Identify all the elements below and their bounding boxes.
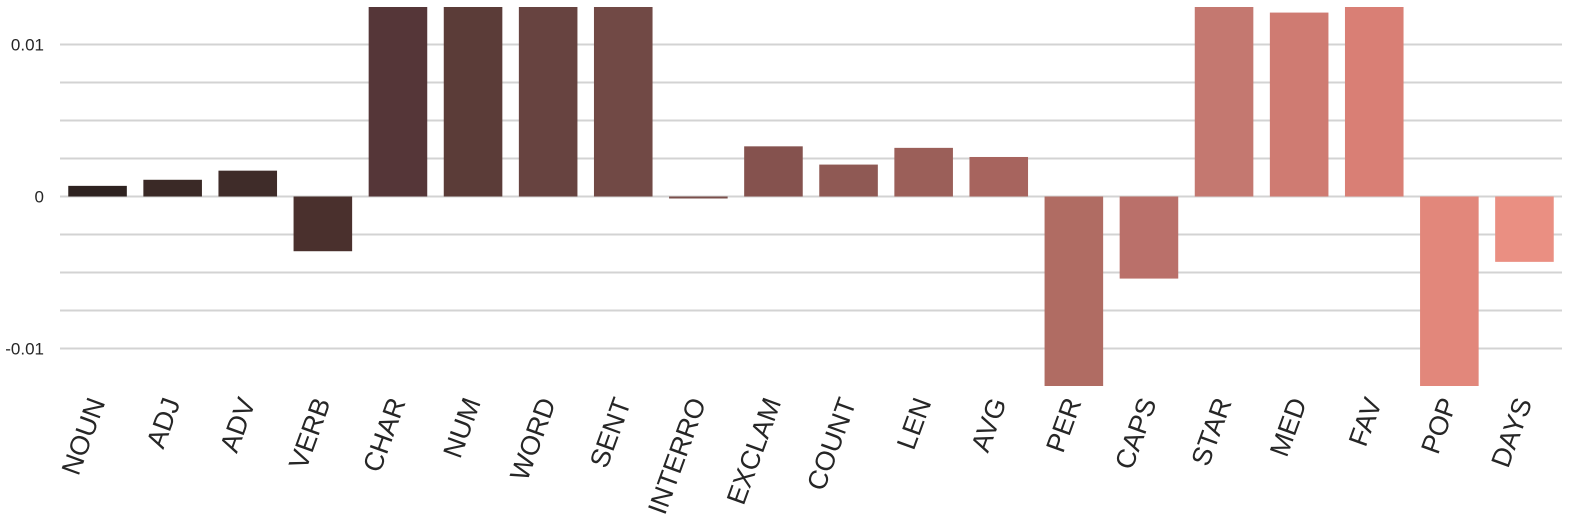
bar-exclam [744, 146, 803, 197]
x-tick-label: CHAR [357, 394, 411, 476]
bar-pop [1420, 196, 1479, 386]
x-tick-label: ADJ [141, 394, 187, 452]
x-tick-label: AVG [965, 394, 1012, 456]
x-tick-label: COUNT [801, 394, 862, 494]
x-tick-label: POP [1415, 394, 1463, 458]
x-axis-labels: NOUN ADJ ADV VERB CHAR NUM WORD SENT INTERRO EXCL… [56, 394, 1538, 518]
gridlines [60, 43, 1562, 350]
x-tick-label: MED [1264, 394, 1313, 461]
bar-avg [969, 156, 1029, 197]
x-tick-label: NUM [437, 394, 486, 462]
x-tick-label: VERB [283, 394, 336, 473]
x-tick-label: STAR [1186, 394, 1238, 470]
y-axis-ticks: 0.01 0 -0.01 [5, 36, 44, 359]
bar-adj [143, 179, 202, 197]
x-tick-label: SENT [584, 394, 637, 472]
x-tick-label: NOUN [56, 394, 111, 479]
bar-days [1495, 196, 1554, 262]
bar-len [894, 147, 953, 197]
bar-sent [593, 7, 653, 197]
x-tick-label: PER [1040, 394, 1087, 456]
y-tick-label: -0.01 [5, 340, 44, 359]
bar-count [819, 164, 878, 197]
bar-verb [293, 196, 353, 252]
bar-word [518, 7, 578, 197]
bar-caps [1119, 196, 1179, 279]
x-tick-label: DAYS [1485, 394, 1538, 471]
x-tick-label: LEN [891, 394, 937, 454]
bar-star [1194, 7, 1254, 197]
bar-num [443, 7, 503, 197]
x-tick-label: ADV [214, 394, 261, 456]
bar-med [1269, 12, 1329, 197]
y-tick-label: 0 [35, 188, 44, 207]
bar-char [368, 7, 428, 197]
y-tick-label: 0.01 [11, 36, 44, 55]
bar-interro [669, 196, 728, 199]
x-tick-label: WORD [504, 394, 561, 485]
x-tick-label: CAPS [1109, 394, 1162, 473]
bars [68, 7, 1554, 386]
x-tick-label: INTERRO [642, 394, 712, 518]
bar-fav [1344, 7, 1404, 197]
bar-per [1044, 196, 1104, 386]
bar-noun [68, 185, 127, 197]
x-tick-label: FAV [1343, 394, 1388, 450]
bar-adv [218, 170, 278, 197]
x-tick-label: EXCLAM [721, 394, 787, 509]
